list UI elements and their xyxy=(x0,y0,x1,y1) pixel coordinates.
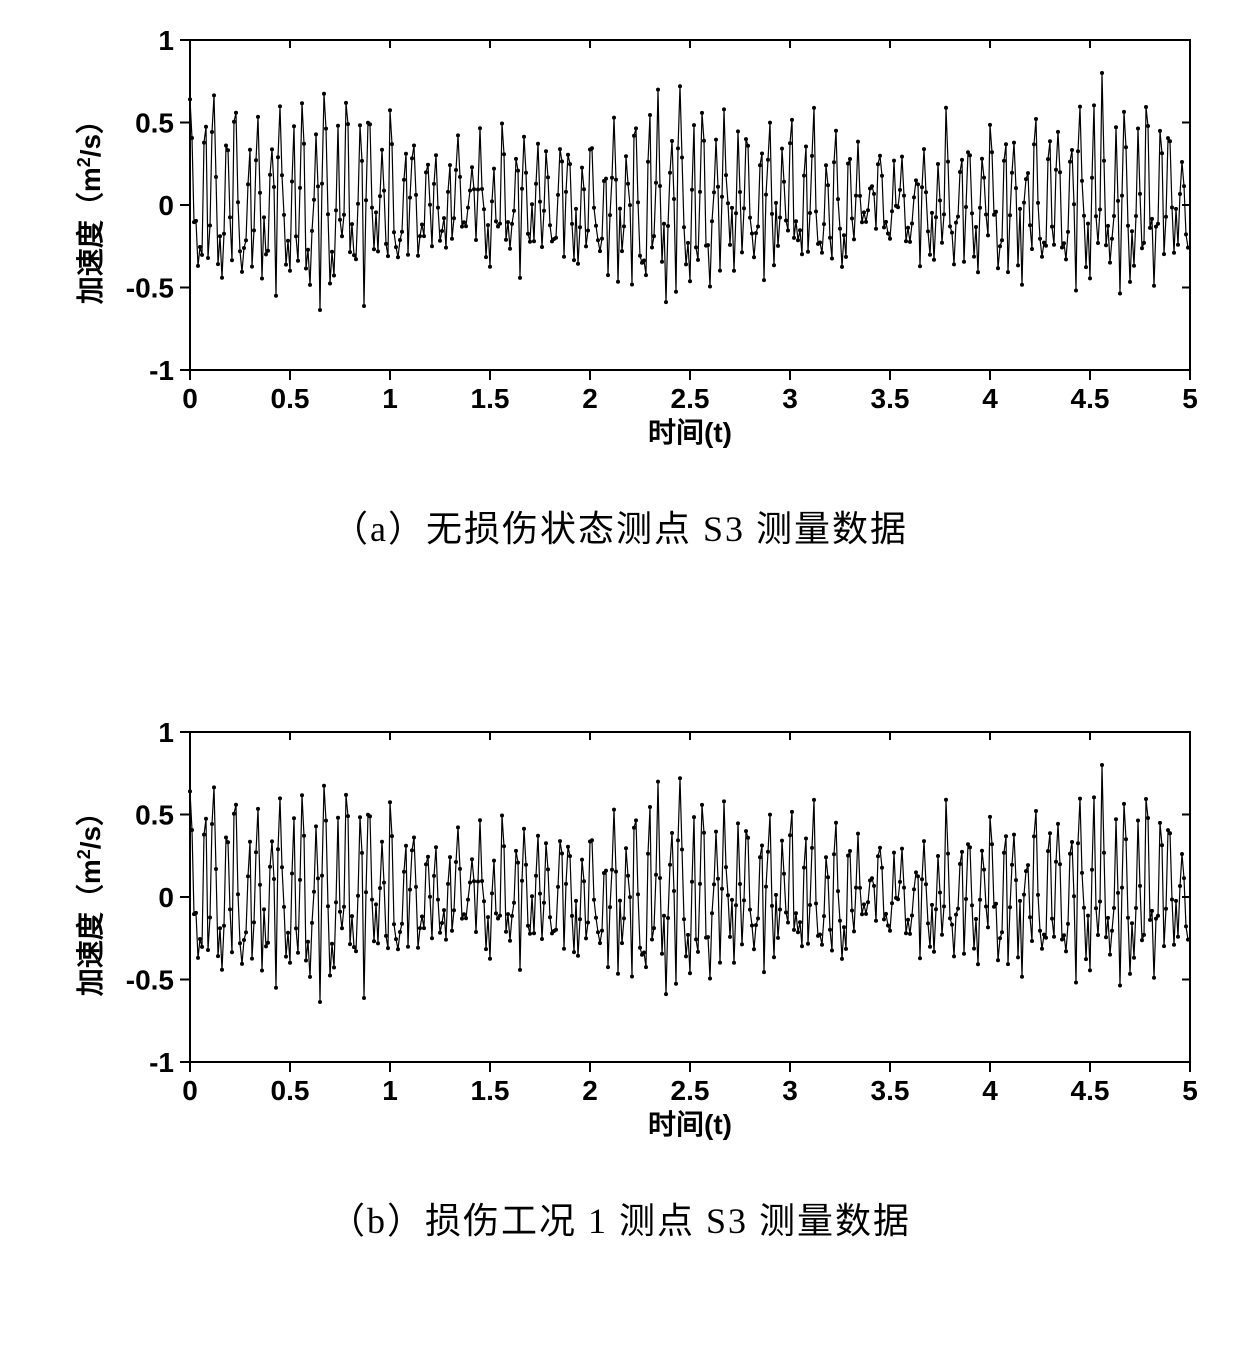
xtick-label: 3 xyxy=(782,383,798,414)
xtick-label: 4.5 xyxy=(1071,383,1110,414)
xtick-label: 0.5 xyxy=(271,383,310,414)
xtick-label: 1 xyxy=(382,1075,398,1106)
xtick-label: 0 xyxy=(182,383,198,414)
xtick-label: 4.5 xyxy=(1071,1075,1110,1106)
chart-spacer xyxy=(40,592,1200,712)
figure-wrap: 0 0.5 1 1.5 2 2.5 3 3.5 4 4.5 5 -1 -0.5 0 0.5 1 时间(t) 加速度… xyxy=(0,0,1240,1324)
xtick-label: 2 xyxy=(582,383,598,414)
series-markers xyxy=(188,71,1190,312)
xtick-label: 2.5 xyxy=(671,1075,710,1106)
y-axis-title: 加速度（m2/s） xyxy=(74,106,106,304)
xtick-label: 2.5 xyxy=(671,383,710,414)
xtick-label: 1.5 xyxy=(471,383,510,414)
ytick-label: -1 xyxy=(149,355,174,386)
ytick-label: 1 xyxy=(158,717,174,748)
ytick-label: 0 xyxy=(158,190,174,221)
ytick-label: 0.5 xyxy=(135,108,174,139)
ytick-label: 0 xyxy=(158,882,174,913)
series-markers xyxy=(188,763,1190,1004)
x-axis-title: 时间(t) xyxy=(648,417,732,448)
xtick-label: 4 xyxy=(982,1075,998,1106)
xtick-label: 1.5 xyxy=(471,1075,510,1106)
x-axis-title: 时间(t) xyxy=(648,1109,732,1140)
chart-b-block: 0 0.5 1 1.5 2 2.5 3 3.5 4 4.5 5 -1 -0.5 0 0.5 1 时间(t) 加速度… xyxy=(40,712,1200,1244)
chart-b-caption: （b）损伤工况 1 测点 S3 测量数据 xyxy=(40,1192,1200,1244)
y-axis-title: 加速度（m2/s） xyxy=(74,798,106,996)
ytick-label: -0.5 xyxy=(126,273,174,304)
xtick-label: 5 xyxy=(1182,383,1198,414)
xtick-label: 4 xyxy=(982,383,998,414)
chart-a-block: 0 0.5 1 1.5 2 2.5 3 3.5 4 4.5 5 -1 -0.5 0 0.5 1 时间(t) 加速度… xyxy=(40,20,1200,552)
ytick-label: -1 xyxy=(149,1047,174,1078)
chart-b-svg: 0 0.5 1 1.5 2 2.5 3 3.5 4 4.5 5 -1 -0.5 0 0.5 1 时间(t) 加速度… xyxy=(40,712,1200,1142)
series-line xyxy=(190,765,1188,1002)
ytick-label: 0.5 xyxy=(135,800,174,831)
series-line xyxy=(190,73,1188,310)
xtick-label: 3.5 xyxy=(871,383,910,414)
xtick-label: 1 xyxy=(382,383,398,414)
xtick-label: 2 xyxy=(582,1075,598,1106)
ytick-label: 1 xyxy=(158,25,174,56)
xtick-label: 0.5 xyxy=(271,1075,310,1106)
xtick-label: 3 xyxy=(782,1075,798,1106)
xtick-label: 0 xyxy=(182,1075,198,1106)
chart-a-svg: 0 0.5 1 1.5 2 2.5 3 3.5 4 4.5 5 -1 -0.5 0 0.5 1 时间(t) 加速度… xyxy=(40,20,1200,450)
xtick-label: 5 xyxy=(1182,1075,1198,1106)
chart-a-caption: （a）无损伤状态测点 S3 测量数据 xyxy=(40,500,1200,552)
xtick-label: 3.5 xyxy=(871,1075,910,1106)
ytick-label: -0.5 xyxy=(126,965,174,996)
